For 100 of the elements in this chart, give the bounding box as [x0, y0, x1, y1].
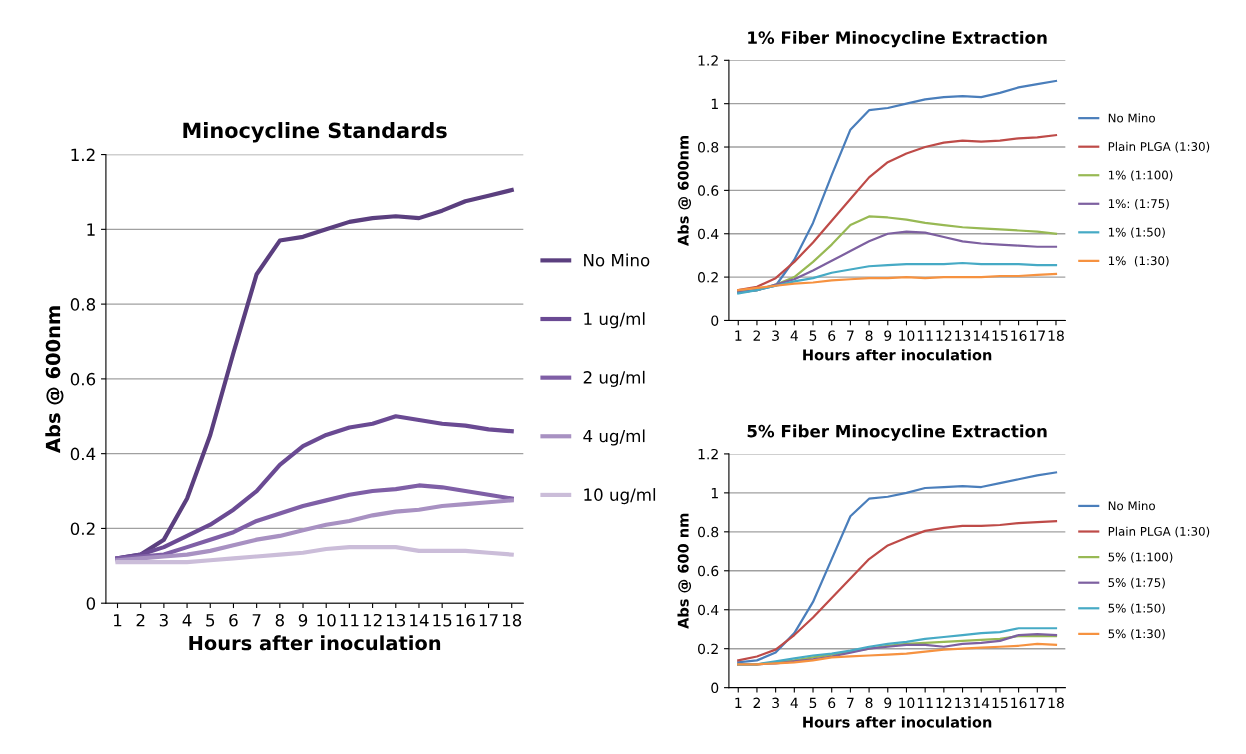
line-series	[115, 483, 514, 561]
y-tick-label: 1	[711, 488, 718, 499]
x-tick-label: 9	[298, 613, 308, 627]
y-tick-label: 0.4	[698, 228, 719, 240]
x-tick-label: 7	[847, 330, 854, 341]
x-tick-label: 18	[1048, 697, 1064, 709]
line-series	[737, 520, 1058, 662]
x-tick-label: 6	[229, 613, 238, 627]
x-tick-label: 2	[136, 613, 145, 627]
y-axis-title: Abs @ 600 nm	[677, 513, 692, 629]
x-tick-label: 2	[753, 330, 760, 341]
x-tick-label: 3	[772, 330, 779, 341]
x-tick-label: 8	[865, 330, 873, 341]
y-tick-label: 1.2	[698, 448, 718, 460]
x-tick-label: 7	[847, 697, 854, 708]
x-tick-label: 1	[735, 697, 742, 708]
y-tick-label: 0.2	[698, 643, 718, 655]
legend-label: 5% (1:30)	[1108, 629, 1165, 640]
y-tick-label: 0.4	[698, 604, 719, 616]
x-tick-label: 15	[992, 697, 1008, 709]
y-tick-label: 0.6	[698, 185, 719, 196]
chart-title: 5% Fiber Minocycline Extraction	[747, 424, 1047, 441]
line-series	[737, 272, 1058, 292]
legend-label: 10 ug/ml	[584, 488, 656, 505]
y-tick-label: 0.8	[70, 298, 96, 311]
x-tick-label: 11	[340, 614, 359, 627]
y-tick-label: 0	[711, 682, 719, 694]
y-tick-label: 0.6	[698, 565, 719, 577]
x-tick-label: 1	[735, 330, 742, 341]
legend-label: 5% (1:75)	[1108, 577, 1165, 589]
x-tick-label: 13	[955, 697, 971, 709]
x-tick-label: 5	[206, 614, 215, 627]
x-tick-label: 1	[114, 614, 122, 627]
legend-label: 4 ug/ml	[583, 429, 645, 446]
y-tick-label: 1	[711, 98, 718, 109]
x-tick-label: 17	[479, 614, 498, 627]
legend-label: 1% (1:30)	[1108, 256, 1169, 267]
y-tick-label: 1	[87, 223, 95, 236]
x-tick-label: 12	[936, 697, 952, 708]
x-tick-label: 4	[790, 330, 798, 341]
x-tick-label: 6	[828, 697, 836, 709]
x-tick-label: 4	[790, 697, 798, 708]
x-axis-title: Hours after inoculation	[803, 716, 992, 728]
x-tick-label: 10	[899, 697, 915, 709]
x-tick-label: 2	[753, 697, 760, 708]
x-tick-label: 13	[387, 613, 406, 627]
x-tick-label: 8	[275, 613, 284, 627]
x-tick-label: 4	[182, 614, 192, 627]
x-tick-label: 10	[899, 330, 915, 341]
x-tick-label: 15	[433, 614, 452, 627]
y-tick-label: 1.2	[71, 148, 95, 161]
x-tick-label: 16	[1011, 697, 1027, 709]
y-tick-label: 0.6	[70, 372, 96, 386]
x-tick-label: 8	[865, 697, 873, 709]
x-tick-label: 16	[1011, 330, 1027, 341]
x-tick-label: 14	[973, 330, 990, 341]
y-axis-title: Abs @ 600nm	[677, 135, 692, 246]
x-tick-label: 13	[955, 330, 971, 341]
line-series	[737, 471, 1058, 664]
x-tick-label: 16	[456, 613, 475, 627]
y-tick-label: 0.2	[698, 272, 718, 283]
x-tick-label: 11	[917, 330, 933, 341]
x-axis-title: Hours after inoculation	[803, 349, 992, 361]
y-tick-label: 1.2	[698, 55, 718, 66]
legend-label: Plain PLGA (1:30)	[1108, 526, 1210, 538]
legend-label: 1% (1:100)	[1108, 170, 1173, 181]
x-tick-label: 5	[809, 330, 817, 341]
line-series	[737, 261, 1058, 295]
y-tick-label: 0	[86, 597, 96, 610]
legend-label: 1% (1:50)	[1108, 227, 1165, 239]
legend-label: 5% (1:100)	[1108, 552, 1173, 563]
y-tick-label: 0.2	[70, 522, 95, 535]
x-tick-label: 7	[252, 614, 261, 627]
legend-label: 1%: (1:75)	[1108, 198, 1169, 210]
chart-title: Minocycline Standards	[183, 122, 447, 143]
line-series	[115, 545, 514, 565]
x-tick-label: 5	[809, 697, 817, 709]
line-series	[737, 642, 1058, 666]
x-tick-label: 15	[992, 330, 1008, 341]
legend-label: 5% (1:50)	[1108, 603, 1165, 614]
legend-label: No Mino	[1108, 501, 1155, 511]
x-tick-label: 9	[884, 697, 892, 709]
legend-label: 1 ug/ml	[584, 312, 645, 329]
x-tick-label: 12	[363, 613, 382, 627]
x-tick-label: 12	[936, 330, 952, 341]
y-tick-label: 0.4	[70, 447, 96, 461]
x-tick-label: 6	[828, 330, 836, 341]
legend-label: Plain PLGA (1:30)	[1108, 141, 1210, 153]
x-tick-label: 17	[1029, 697, 1045, 708]
line-series	[115, 498, 514, 563]
x-tick-label: 17	[1029, 330, 1045, 341]
x-axis-title: Hours after inoculation	[189, 635, 441, 651]
x-tick-label: 11	[917, 697, 933, 708]
legend-label: No Mino	[1108, 113, 1155, 123]
x-tick-label: 14	[973, 697, 990, 708]
y-tick-label: 0	[711, 315, 719, 326]
x-tick-label: 14	[410, 614, 429, 627]
y-tick-label: 0.8	[698, 526, 719, 538]
x-tick-label: 18	[502, 613, 522, 627]
legend-label: 2 ug/ml	[583, 370, 645, 387]
